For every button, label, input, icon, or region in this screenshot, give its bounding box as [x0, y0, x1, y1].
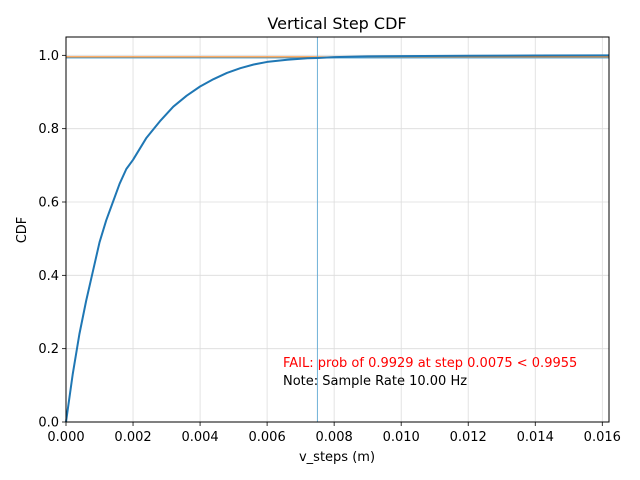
y-tick-label: 0.8 [38, 122, 59, 137]
grid [65, 37, 609, 423]
y-tick-label: 0.2 [38, 342, 59, 357]
plot-frame [65, 36, 610, 423]
y-axis-label: CDF [15, 217, 30, 244]
x-axis-label: v_steps (m) [299, 450, 375, 465]
y-tick-label: 1.0 [38, 49, 59, 64]
sample-rate-note: Note: Sample Rate 10.00 Hz [283, 374, 467, 389]
x-axis: 0.000 0.002 0.004 0.006 0.008 0.010 0.012 0.014… [47, 422, 621, 445]
y-tick-label: 0.0 [38, 416, 59, 431]
plot-area [65, 37, 610, 423]
annotations: FAIL: prob of 0.9929 at step 0.0075 < 0.… [283, 356, 577, 389]
x-tick-label: 0.012 [450, 430, 487, 445]
x-tick-label: 0.004 [181, 430, 218, 445]
cdf-series-line [65, 54, 610, 423]
y-tick-label: 0.4 [38, 269, 59, 284]
y-tick-label: 0.6 [38, 196, 59, 211]
x-tick-label: 0.006 [249, 430, 286, 445]
x-tick-label: 0.010 [383, 430, 420, 445]
x-tick-label: 0.016 [584, 430, 621, 445]
x-tick-label: 0.000 [47, 430, 84, 445]
x-tick-label: 0.014 [517, 430, 554, 445]
chart-title: Vertical Step CDF [267, 14, 406, 33]
x-tick-label: 0.008 [316, 430, 353, 445]
x-tick-label: 0.002 [114, 430, 151, 445]
y-axis: 0.0 0.2 0.4 0.6 0.8 1.0 [38, 49, 66, 431]
fail-annotation: FAIL: prob of 0.9929 at step 0.0075 < 0.… [283, 356, 577, 371]
